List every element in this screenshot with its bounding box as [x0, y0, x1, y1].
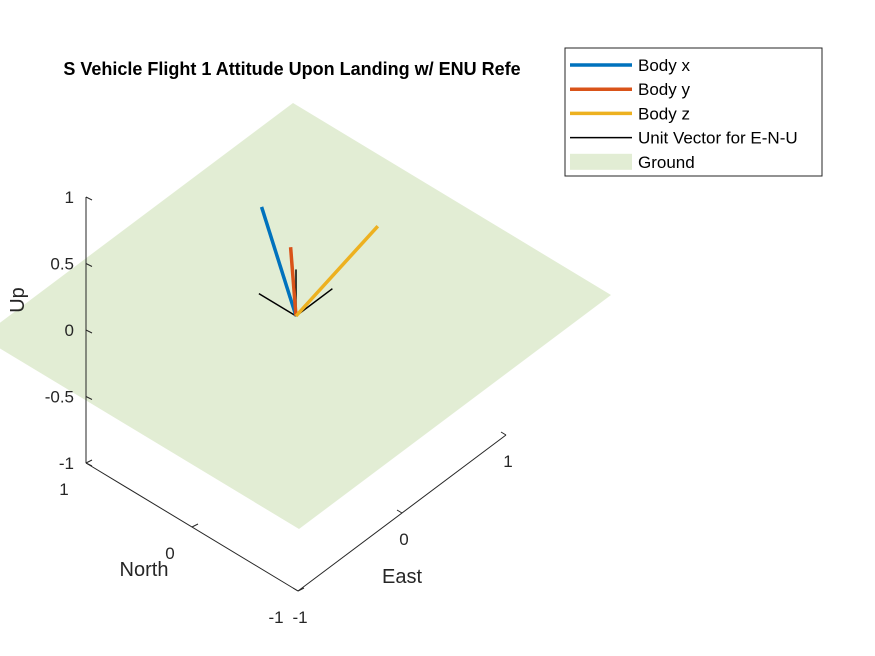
body-z-vector [294, 224, 380, 318]
ground-plane [0, 103, 611, 529]
x-tick-mark [500, 431, 507, 436]
z-tick-mark [85, 196, 93, 201]
y-tick-label: 0 [165, 544, 174, 563]
y-tick-label: -1 [268, 608, 283, 627]
legend-swatch-ground [570, 153, 632, 170]
legend-label-enu: Unit Vector for E-N-U [638, 129, 798, 148]
ground-layer [0, 103, 611, 529]
vectors-layer [258, 206, 380, 318]
x-tick-label: -1 [292, 608, 307, 627]
enu-unit-vector-north [258, 292, 297, 317]
y-tick-label: 1 [59, 480, 68, 499]
z-axis-title: Up [7, 287, 29, 313]
body-y-vector [288, 247, 298, 317]
z-tick-mark [85, 329, 93, 334]
chart-title: S Vehicle Flight 1 Attitude Upon Landing… [63, 59, 520, 79]
body-x-vector [259, 206, 298, 317]
y-axis-title: North [120, 559, 169, 581]
y-tick-mark [297, 587, 305, 592]
legend-label-body-z: Body z [638, 104, 690, 123]
z-tick-label: -0.5 [45, 388, 74, 407]
x-tick-mark [292, 587, 299, 592]
z-tick-mark [85, 396, 93, 400]
x-tick-label: 0 [399, 530, 408, 549]
z-tick-mark [85, 263, 93, 267]
axes-layer: -1 0 1 -1 0 1 -1 -0.5 0 0.5 1 East North Up [7, 188, 513, 627]
z-tick-label: 1 [65, 188, 74, 207]
z-tick-label: -1 [59, 454, 74, 473]
z-tick-label: 0.5 [50, 255, 74, 274]
legend-label-ground: Ground [638, 153, 695, 172]
y-tick-mark [85, 459, 93, 464]
y-tick-mark [191, 523, 199, 528]
legend-label-body-x: Body x [638, 56, 690, 75]
x-tick-mark [396, 509, 403, 514]
legend-label-body-y: Body y [638, 80, 690, 99]
legend: Body x Body y Body z Unit Vector for E-N-U G… [564, 47, 823, 177]
z-tick-label: 0 [65, 321, 74, 340]
x-tick-label: 1 [503, 452, 512, 471]
x-axis-title: East [382, 566, 422, 588]
z-tick-mark [85, 462, 93, 467]
